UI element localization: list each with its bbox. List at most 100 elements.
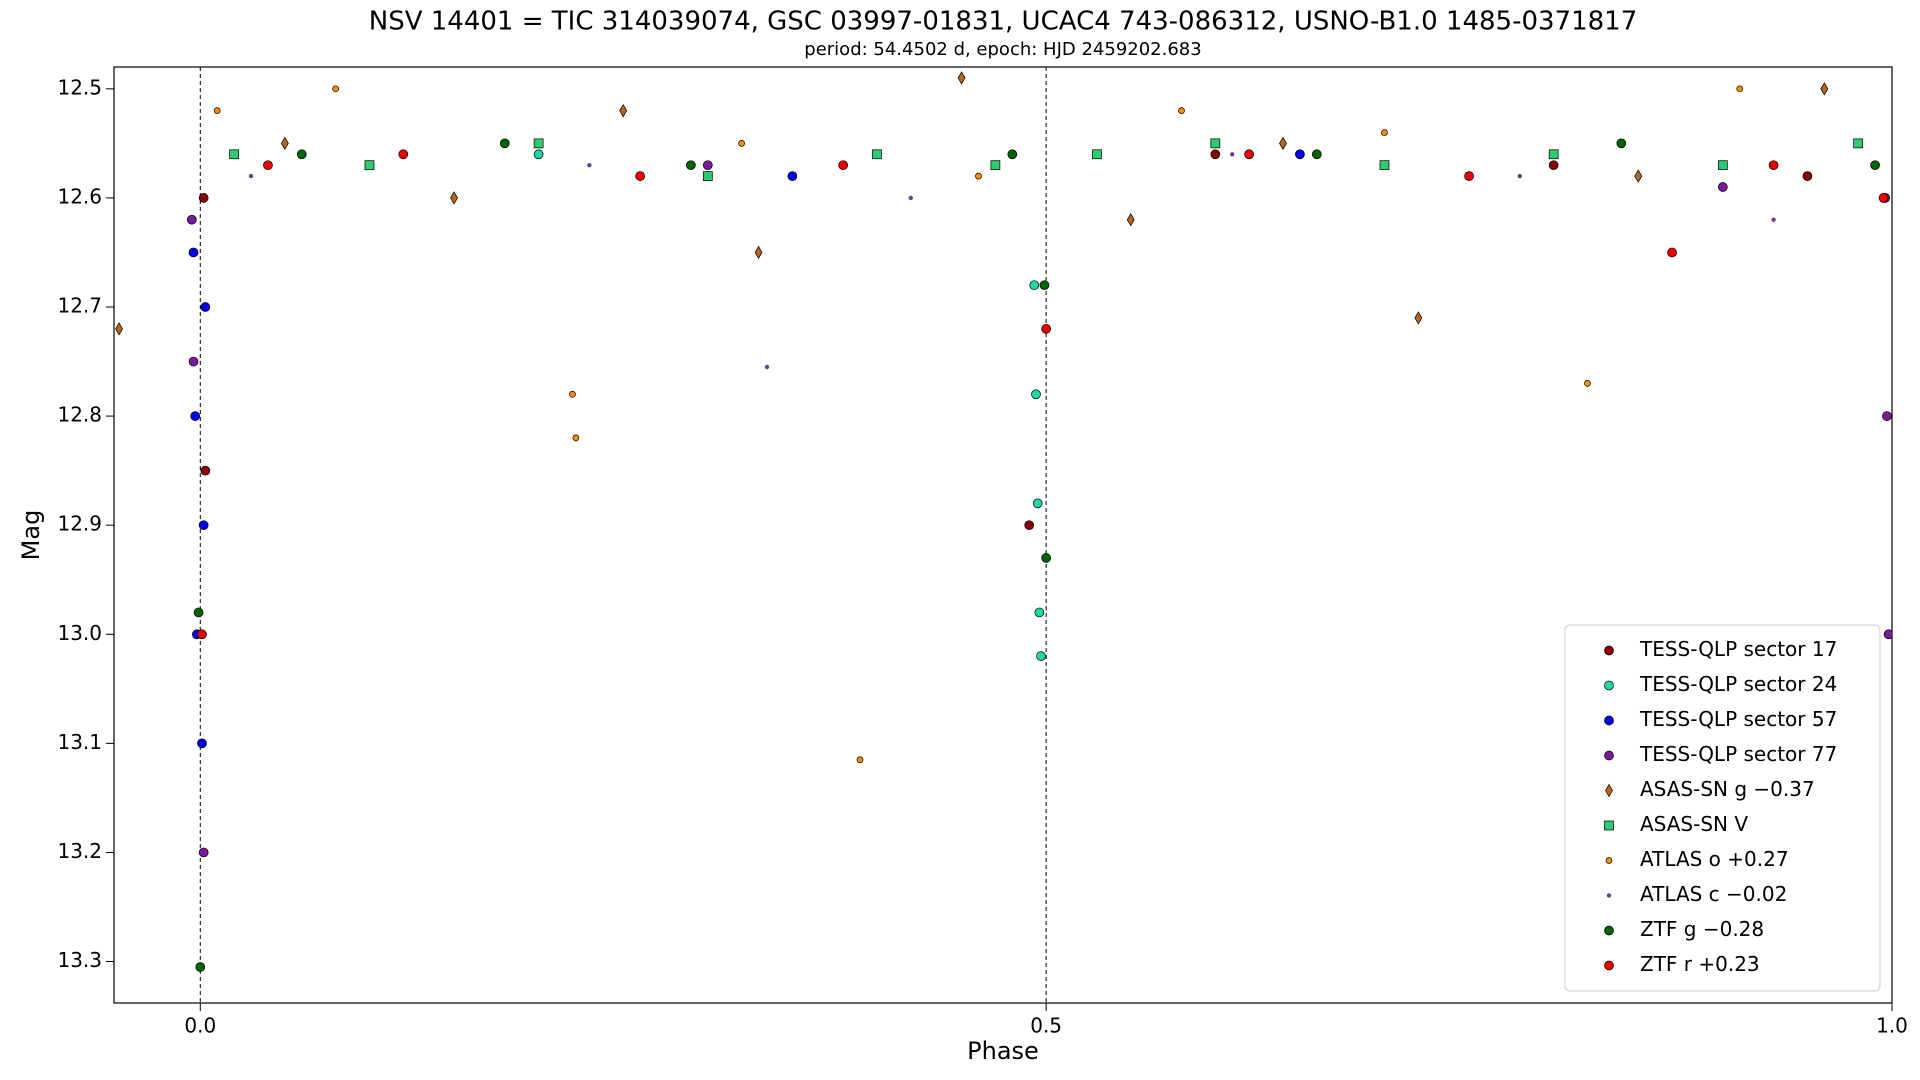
point	[1041, 553, 1051, 563]
point	[1667, 247, 1677, 258]
point	[587, 162, 592, 168]
legend-label: TESS-QLP sector 17	[1639, 637, 1837, 661]
point	[1717, 160, 1728, 171]
legend-marker	[1606, 893, 1612, 898]
point	[213, 107, 221, 114]
point	[1414, 311, 1423, 325]
point	[200, 465, 211, 476]
point	[872, 149, 882, 160]
point	[1244, 149, 1254, 160]
point	[686, 160, 696, 171]
point	[619, 103, 628, 118]
point	[1853, 138, 1864, 149]
point	[1878, 193, 1889, 203]
legend-marker	[1604, 750, 1614, 761]
point	[190, 411, 201, 421]
point	[263, 160, 273, 171]
legend-label: ATLAS o +0.27	[1640, 847, 1789, 871]
legend-marker	[1605, 783, 1613, 798]
point	[1126, 213, 1135, 227]
legend-label: ZTF r +0.23	[1640, 952, 1760, 976]
y-tick-label: 13.1	[57, 730, 102, 754]
point	[1029, 280, 1040, 291]
legend-marker	[1604, 960, 1614, 971]
point	[908, 195, 914, 201]
y-tick-label: 13.3	[57, 948, 102, 972]
legend-marker	[1604, 715, 1614, 726]
point	[1584, 380, 1591, 387]
point	[188, 356, 199, 367]
point	[1024, 520, 1035, 531]
legend-label: ATLAS c −0.02	[1640, 882, 1787, 906]
plot-area	[113, 66, 1893, 1004]
point	[195, 962, 206, 972]
point	[787, 171, 798, 181]
point	[1092, 149, 1102, 160]
point	[248, 173, 254, 179]
point	[1210, 149, 1221, 160]
point	[1802, 171, 1813, 181]
legend-marker	[1604, 680, 1614, 691]
data-points	[115, 71, 1892, 972]
y-axis-label: Mag	[17, 510, 45, 561]
x-tick-label: 0.5	[1030, 1014, 1062, 1038]
point	[197, 738, 207, 749]
point	[200, 302, 211, 312]
chart-subtitle: period: 54.4502 d, epoch: HJD 2459202.68…	[804, 39, 1201, 60]
point	[1870, 160, 1880, 171]
point	[838, 160, 848, 171]
legend-box	[1564, 624, 1881, 992]
point	[1771, 217, 1776, 222]
y-tick-label: 12.8	[57, 403, 102, 427]
point	[738, 140, 745, 147]
y-tick-label: 12.9	[57, 512, 102, 536]
point	[975, 172, 982, 180]
point	[957, 71, 966, 85]
y-tick-label: 12.5	[57, 75, 102, 99]
point	[450, 191, 458, 205]
legend-label: ASAS-SN g −0.37	[1640, 777, 1815, 801]
point	[1548, 149, 1559, 160]
x-tick-label: 1.0	[1876, 1014, 1908, 1038]
legend-label: TESS-QLP sector 77	[1639, 742, 1837, 766]
point	[1517, 173, 1523, 179]
legend-marker	[1604, 645, 1614, 656]
point	[569, 390, 576, 398]
point	[332, 85, 339, 93]
point	[198, 193, 209, 203]
point	[193, 607, 204, 618]
point	[533, 138, 544, 149]
x-tick-label: 0.0	[184, 1014, 216, 1038]
point	[115, 322, 123, 336]
point	[1041, 323, 1051, 334]
legend-label: ZTF g −0.28	[1640, 917, 1764, 941]
point	[186, 214, 197, 225]
point	[280, 136, 289, 151]
point	[1279, 136, 1287, 151]
point	[197, 629, 207, 640]
point	[1768, 160, 1779, 171]
point	[1178, 107, 1185, 114]
point	[1717, 182, 1728, 192]
point	[198, 847, 209, 858]
point	[702, 171, 713, 181]
point	[1736, 85, 1744, 93]
point	[856, 756, 864, 764]
point	[1882, 411, 1892, 421]
point	[1210, 138, 1221, 149]
point	[1007, 149, 1018, 160]
legend-label: TESS-QLP sector 57	[1639, 707, 1837, 731]
y-tick-label: 12.6	[57, 184, 102, 208]
chart-title: NSV 14401 = TIC 314039074, GSC 03997-018…	[369, 7, 1638, 37]
point	[572, 434, 580, 442]
point	[1634, 169, 1643, 183]
point	[1230, 152, 1235, 157]
y-tick-label: 13.2	[57, 839, 102, 863]
point	[499, 138, 510, 149]
point	[229, 149, 239, 160]
legend-marker	[1605, 857, 1613, 864]
point	[533, 149, 544, 160]
point	[635, 171, 645, 181]
point	[1034, 607, 1045, 618]
